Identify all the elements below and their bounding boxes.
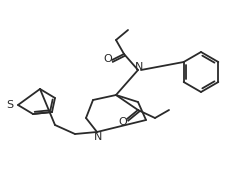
Text: N: N <box>93 132 102 142</box>
Text: O: O <box>103 54 112 64</box>
Text: S: S <box>6 100 13 110</box>
Text: O: O <box>118 117 127 127</box>
Text: N: N <box>134 62 143 72</box>
